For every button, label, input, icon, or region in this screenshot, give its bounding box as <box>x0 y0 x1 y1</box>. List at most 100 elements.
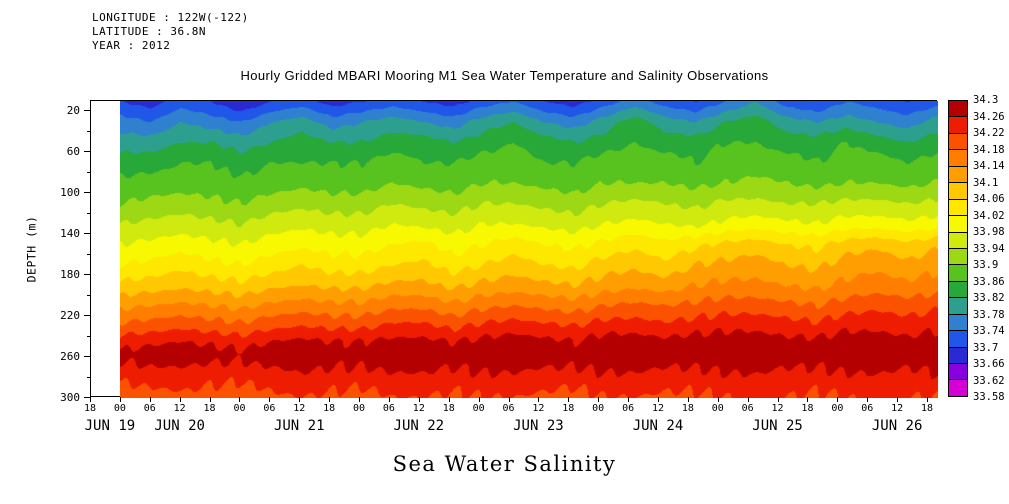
x-tick-label: 12 <box>651 403 664 414</box>
year-label: YEAR : 2012 <box>92 39 171 52</box>
y-tick-label: 60 <box>66 145 80 159</box>
x-tick-label: 12 <box>891 403 904 414</box>
metadata-block: LONGITUDE : 122W(-122) LATITUDE : 36.8N … <box>92 11 249 53</box>
colorbar-label: 34.06 <box>973 193 1005 205</box>
x-tick-mark <box>119 397 121 402</box>
x-tick-label: 00 <box>472 403 485 414</box>
x-tick-mark <box>777 397 779 402</box>
colorbar-label: 34.3 <box>973 94 999 106</box>
colorbar-label: 34.18 <box>973 143 1005 156</box>
x-tick-mark <box>179 397 181 402</box>
x-tick-label: 00 <box>711 403 724 414</box>
colorbar-label: 33.74 <box>973 325 1005 337</box>
chart-subtitle: Sea Water Salinity <box>392 452 617 476</box>
x-tick-label: 12 <box>532 403 545 414</box>
x-tick-mark <box>747 397 749 402</box>
x-tick-mark <box>717 397 719 402</box>
colorbar-label: 34.02 <box>973 209 1005 222</box>
x-tick-mark <box>90 397 91 402</box>
x-tick-mark <box>149 397 151 402</box>
colorbar-cell <box>949 297 967 314</box>
x-tick-label: 18 <box>921 403 934 414</box>
x-tick-mark <box>209 397 211 402</box>
colorbar-label: 34.26 <box>973 110 1005 123</box>
x-tick-mark <box>418 397 420 402</box>
y-tick-label: 220 <box>60 309 80 323</box>
x-tick-mark <box>478 397 480 402</box>
heatmap-canvas <box>120 101 938 398</box>
date-label: JUN 21 <box>273 418 325 434</box>
colorbar-cell <box>949 182 967 199</box>
y-minor-tick <box>87 335 90 337</box>
colorbar-label: 33.94 <box>973 242 1005 255</box>
y-minor-tick <box>87 171 90 173</box>
y-minor-tick <box>87 212 90 214</box>
colorbar-label: 33.58 <box>973 391 1005 403</box>
x-tick-label: 06 <box>622 403 635 414</box>
x-tick-mark <box>299 397 301 402</box>
y-tick-label: 180 <box>60 268 80 282</box>
date-label: JUN 20 <box>154 418 205 434</box>
x-tick-label: 18 <box>801 403 814 414</box>
x-tick-label: 00 <box>113 403 126 414</box>
colorbar-label: 34.14 <box>973 160 1005 172</box>
x-tick-mark <box>837 397 839 402</box>
colorbar-label: 33.78 <box>973 308 1005 321</box>
colorbar-label: 33.7 <box>973 341 999 354</box>
colorbar-label: 33.82 <box>973 292 1005 304</box>
colorbar-cell <box>949 215 967 232</box>
date-label: JUN 22 <box>393 418 445 434</box>
colorbar <box>948 100 968 397</box>
y-tick-label: 20 <box>66 104 80 118</box>
y-minor-tick <box>87 253 90 255</box>
x-tick-mark <box>867 397 869 402</box>
x-tick-mark <box>598 397 600 402</box>
y-tick-mark <box>84 192 90 194</box>
y-tick-mark <box>84 274 90 276</box>
x-tick-label: 18 <box>83 403 97 414</box>
x-tick-label: 06 <box>263 403 276 414</box>
x-tick-mark <box>269 397 271 402</box>
colorbar-cell <box>949 264 967 281</box>
x-tick-label: 18 <box>442 403 455 414</box>
x-tick-mark <box>448 397 450 402</box>
colorbar-cell <box>949 346 967 363</box>
x-tick-mark <box>568 397 570 402</box>
x-tick-mark <box>897 397 899 402</box>
colorbar-label: 33.9 <box>973 259 999 271</box>
y-tick-mark <box>84 110 90 112</box>
x-tick-label: 18 <box>203 403 216 414</box>
x-tick-mark <box>359 397 361 402</box>
date-label: JUN 25 <box>752 418 803 434</box>
colorbar-cell <box>949 132 967 150</box>
x-tick-mark <box>687 397 689 402</box>
y-tick-mark <box>84 356 90 358</box>
y-tick-label: 100 <box>60 186 80 200</box>
colorbar-cell <box>949 165 967 183</box>
y-tick-label: 140 <box>60 227 80 241</box>
x-tick-label: 06 <box>502 403 515 414</box>
x-tick-label: 18 <box>562 403 575 414</box>
x-tick-label: 18 <box>323 403 336 414</box>
colorbar-cell <box>949 379 967 396</box>
colorbar-cell <box>949 363 967 380</box>
x-tick-mark <box>508 397 510 402</box>
x-tick-label: 00 <box>592 403 605 414</box>
x-tick-label: 00 <box>353 403 366 414</box>
y-minor-tick <box>87 376 90 378</box>
y-tick-mark <box>84 397 90 398</box>
colorbar-cell <box>949 247 967 265</box>
x-tick-mark <box>329 397 331 402</box>
y-tick-mark <box>84 233 90 235</box>
x-tick-label: 06 <box>741 403 754 414</box>
date-label: JUN 26 <box>871 418 923 434</box>
latitude-label: LATITUDE : 36.8N <box>92 25 206 38</box>
colorbar-label: 34.22 <box>973 127 1005 139</box>
colorbar-label: 33.98 <box>973 226 1005 238</box>
colorbar-cell <box>949 149 967 166</box>
x-tick-mark <box>239 397 241 402</box>
date-label: JUN 23 <box>513 418 564 434</box>
y-tick-label: 260 <box>60 350 80 364</box>
